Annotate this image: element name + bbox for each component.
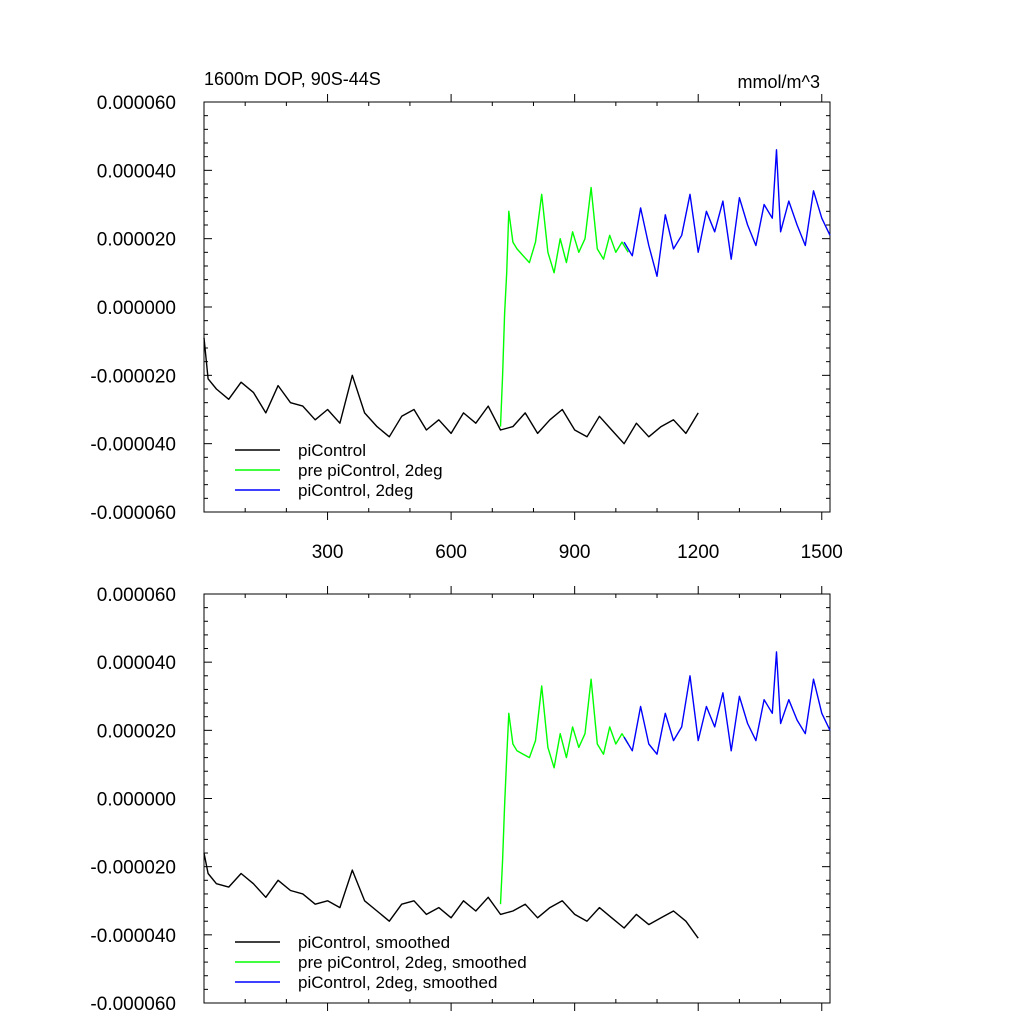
series-line-3 (623, 149, 831, 277)
y-tick-label: 0.000060 (97, 585, 176, 606)
legend-label: pre piControl, 2deg (298, 461, 443, 480)
y-tick-label: -0.000060 (90, 994, 176, 1015)
x-tick-label: 1500 (801, 542, 843, 563)
series-line-2 (499, 678, 629, 905)
y-tick-label: -0.000060 (90, 503, 176, 524)
y-tick-label: -0.000020 (90, 858, 176, 879)
y-tick-label: 0.000040 (97, 653, 176, 674)
legend-label: piControl, 2deg (298, 481, 413, 500)
series-line-1 (203, 852, 699, 939)
y-tick-label: 0.000020 (97, 230, 176, 251)
legend-label: piControl (298, 441, 366, 460)
x-tick-label: 600 (435, 542, 467, 563)
y-tick-label: 0.000060 (97, 93, 176, 114)
series-line-2 (499, 186, 629, 427)
y-tick-label: -0.000040 (90, 926, 176, 947)
chart-panel-1: -0.000060 -0.000040 -0.000020 0.000000 0.000… (90, 69, 842, 563)
y-tick-label: -0.000040 (90, 435, 176, 456)
legend-label: piControl, 2deg, smoothed (298, 973, 497, 992)
y-tick-label: 0.000000 (97, 298, 176, 319)
x-tick-label: 900 (559, 542, 591, 563)
chart-panel-2: -0.000060 -0.000040 -0.000020 0.000000 0.000… (90, 585, 831, 1015)
legend-label: piControl, smoothed (298, 933, 450, 952)
y-tick-label: 0.000020 (97, 721, 176, 742)
legend-label: pre piControl, 2deg, smoothed (298, 953, 527, 972)
series-line-1 (203, 337, 699, 445)
series-line-3 (623, 651, 831, 755)
y-tick-label: 0.000000 (97, 790, 176, 811)
chart-title: 1600m DOP, 90S-44S (204, 69, 381, 89)
y-tick-label: 0.000040 (97, 161, 176, 182)
units-label: mmol/m^3 (738, 72, 820, 92)
x-tick-label: 300 (312, 542, 344, 563)
x-tick-label: 1200 (677, 542, 719, 563)
y-tick-label: -0.000020 (90, 366, 176, 387)
